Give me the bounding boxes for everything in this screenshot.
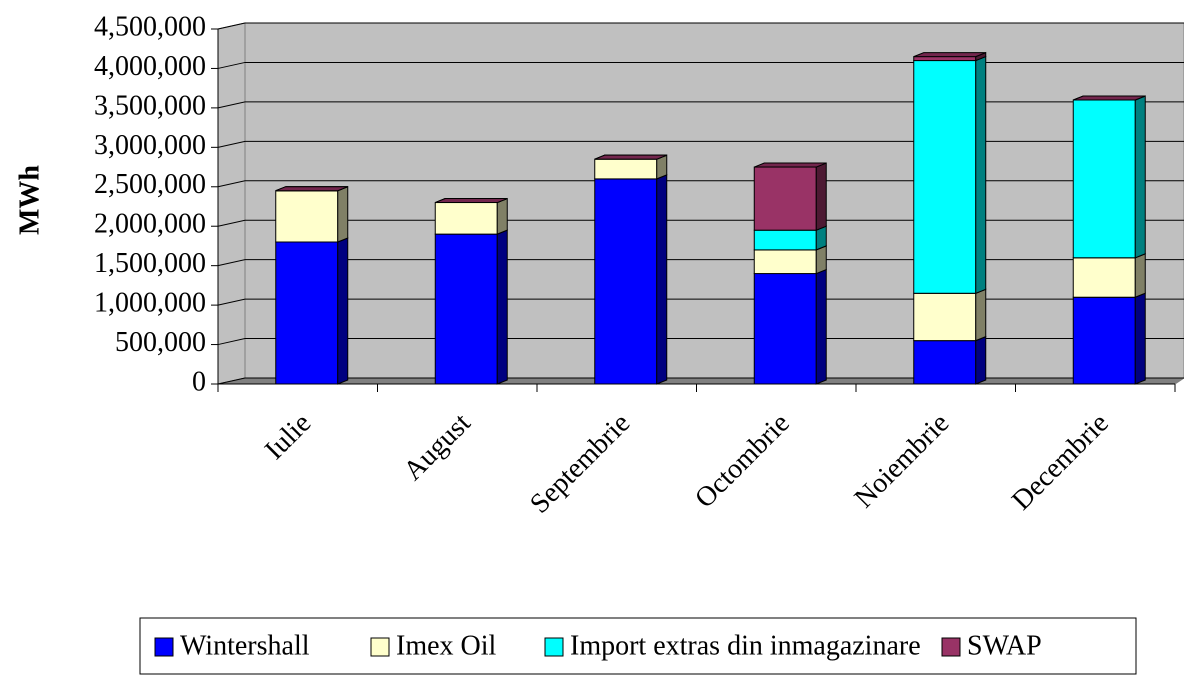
bar-top — [754, 162, 827, 168]
bar-segment — [913, 288, 987, 342]
bar-segment — [753, 268, 827, 385]
y-axis-title: MWh — [14, 165, 45, 235]
grid-line — [217, 259, 1184, 267]
bar-segment — [753, 162, 827, 231]
bar-side — [1134, 95, 1146, 259]
y-tick-label: 4,000,000 — [94, 51, 206, 82]
bar-side — [815, 162, 827, 231]
bar-side — [496, 229, 508, 385]
legend-label: Imex Oil — [396, 630, 497, 661]
grid-line — [217, 140, 1184, 148]
bar-side — [337, 185, 349, 243]
bar-side — [815, 245, 827, 275]
legend-label: Import extras din inmagazinare — [570, 630, 921, 661]
bar-side — [975, 335, 987, 385]
legend-swatch — [544, 637, 564, 657]
floor — [217, 377, 1184, 385]
bar-front — [1072, 99, 1136, 259]
legend-label: Wintershall — [180, 630, 310, 661]
y-tick-label: 0 — [192, 366, 206, 397]
x-tick-label: Noiembrie — [849, 408, 956, 515]
bar-front — [1072, 257, 1136, 298]
grid-line — [217, 101, 1184, 109]
grid-line — [217, 298, 1184, 306]
legend-box — [139, 617, 1137, 675]
bar-segment — [275, 185, 349, 243]
bar-side — [1134, 253, 1146, 298]
bar-top — [913, 52, 986, 58]
bar-segment — [434, 229, 508, 385]
x-tick-label: Iulie — [259, 408, 317, 466]
bar-top — [594, 154, 667, 160]
y-tick-label: 3,000,000 — [94, 130, 206, 161]
bar-front — [913, 56, 977, 62]
bar-side — [975, 288, 987, 342]
x-tick-label: Decembrie — [1006, 408, 1115, 517]
bar-segment — [1073, 95, 1146, 101]
bar-segment — [275, 186, 348, 192]
bar-front — [275, 241, 339, 385]
bar-front — [913, 60, 977, 294]
grid-line — [217, 22, 1184, 30]
bar-segment — [435, 198, 508, 204]
bar-front — [1072, 296, 1136, 385]
bar-side — [815, 268, 827, 385]
y-tick-label: 1,000,000 — [94, 288, 206, 319]
back-wall — [244, 22, 1184, 379]
y-tick-label: 500,000 — [115, 327, 206, 358]
bar-front — [753, 166, 817, 231]
grid-line — [217, 338, 1184, 346]
bar-side — [656, 174, 668, 385]
bar-front — [753, 249, 817, 275]
bar-segment — [434, 197, 508, 235]
bar-top — [1073, 95, 1146, 101]
bar-front — [913, 340, 977, 385]
bar-side — [1134, 292, 1146, 385]
bar-segment — [594, 174, 668, 385]
bar-front — [434, 233, 498, 385]
bar-segment — [275, 237, 349, 385]
bar-front — [753, 273, 817, 385]
legend-swatch — [941, 637, 961, 657]
x-tick-label: August — [398, 407, 477, 486]
y-tick-label: 2,000,000 — [94, 209, 206, 240]
grid-line — [217, 219, 1184, 227]
bar-front — [913, 292, 977, 342]
legend-swatch — [154, 637, 174, 657]
bar-side — [975, 55, 987, 295]
bar-front — [594, 158, 658, 180]
legend-label: SWAP — [967, 630, 1042, 661]
bar-segment — [594, 154, 667, 160]
bar-segment — [913, 51, 987, 62]
y-tick-label: 2,500,000 — [94, 169, 206, 200]
y-tick-label: 3,500,000 — [94, 90, 206, 121]
legend: Wintershall Imex Oil Import extras din inm… — [139, 617, 1137, 675]
bar-segment — [913, 335, 987, 385]
bar-side — [496, 197, 508, 235]
bar-segment — [1072, 253, 1146, 298]
y-tick-label: 1,500,000 — [94, 248, 206, 279]
grid-line — [217, 377, 1184, 385]
y-tick-label: 4,500,000 — [94, 11, 206, 42]
legend-swatch — [370, 637, 390, 657]
bar-front — [753, 229, 817, 251]
bar-top — [435, 198, 508, 204]
side-wall — [217, 22, 246, 385]
bar-segment — [913, 55, 987, 295]
bar-top — [275, 186, 348, 192]
x-tick-label: Septembrie — [524, 408, 636, 520]
bar-front — [594, 178, 658, 385]
bar-segment — [1072, 95, 1146, 259]
bar-front — [434, 202, 498, 235]
x-tick-label: Octombrie — [689, 408, 796, 515]
bar-side — [337, 237, 349, 385]
bar-segment — [1072, 292, 1146, 385]
grid-line — [217, 180, 1184, 188]
grid-line — [217, 61, 1184, 69]
bar-front — [275, 190, 339, 243]
